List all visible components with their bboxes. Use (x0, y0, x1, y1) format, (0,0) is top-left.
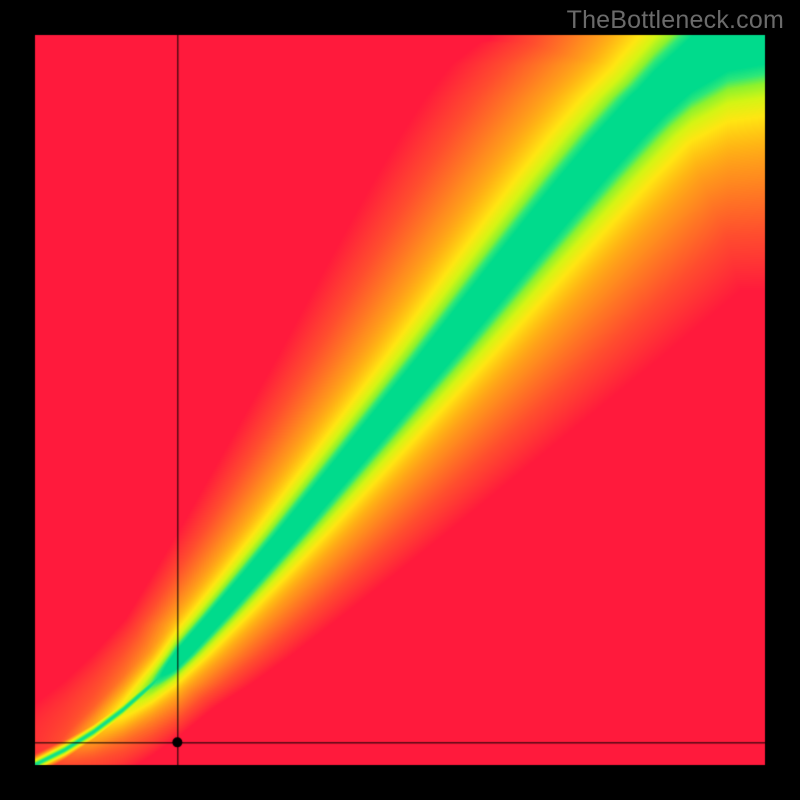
bottleneck-heatmap (0, 0, 800, 800)
figure-container: TheBottleneck.com (0, 0, 800, 800)
watermark-text: TheBottleneck.com (567, 6, 784, 35)
